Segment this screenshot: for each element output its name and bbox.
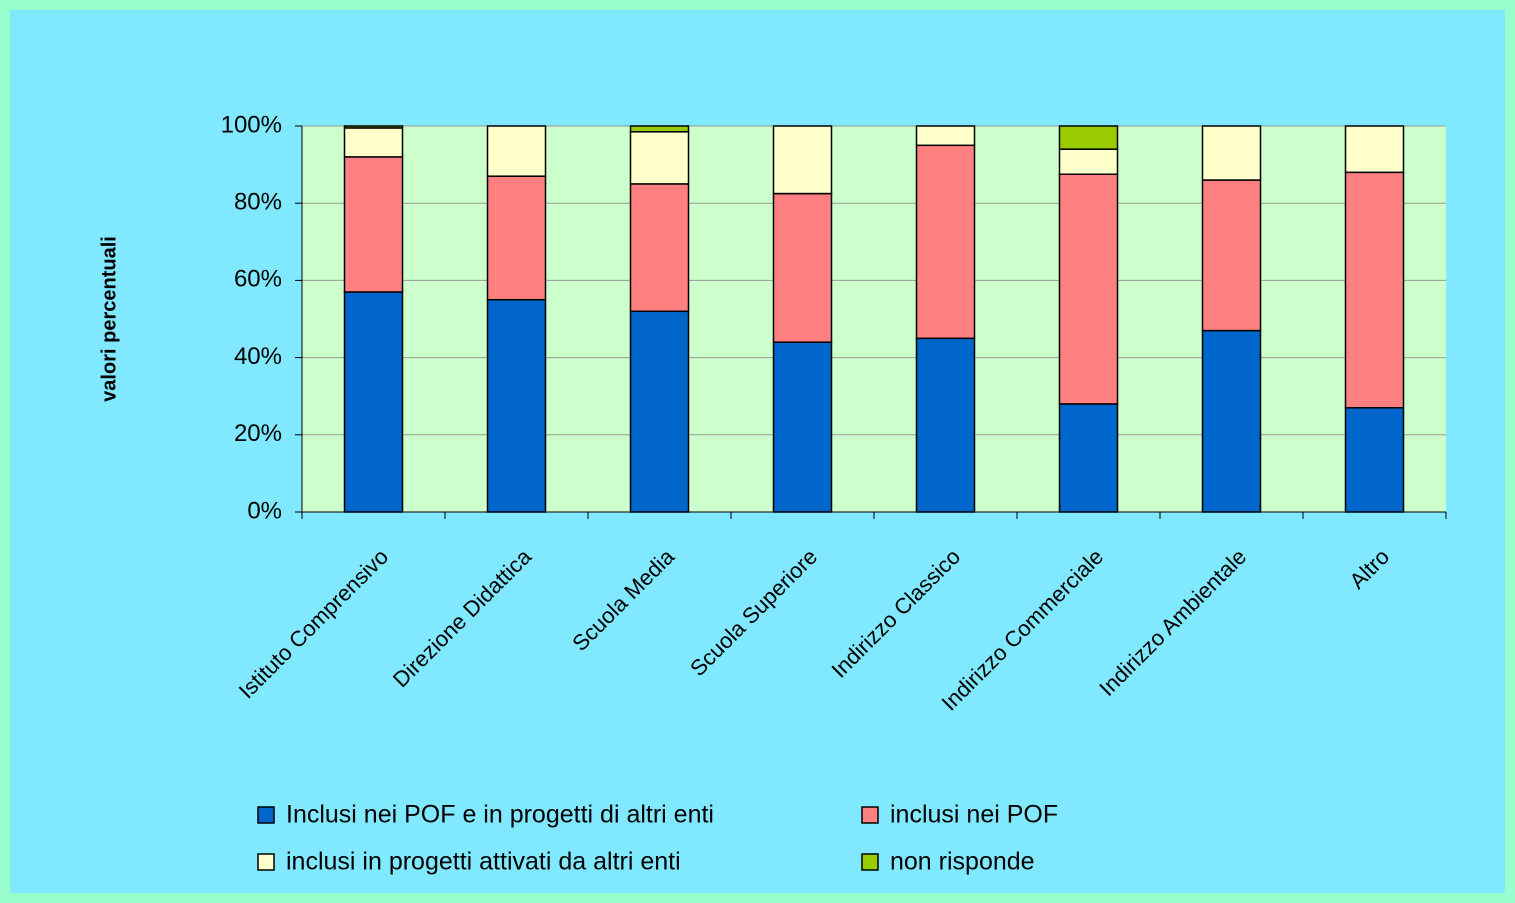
legend-swatch — [861, 853, 879, 871]
bar-segment — [1058, 173, 1119, 405]
bar-segment — [1201, 125, 1262, 181]
y-tick-label: 20% — [234, 420, 282, 447]
bar-segment — [629, 131, 690, 185]
bar-segment — [1201, 329, 1262, 513]
bar-segment — [772, 125, 833, 195]
bar-segment — [486, 298, 547, 513]
bar-segment — [772, 341, 833, 513]
y-tick-label: 40% — [234, 343, 282, 370]
bar-segment — [343, 291, 404, 513]
bar-segment — [1344, 125, 1405, 174]
y-axis-label: valori percentuali — [98, 236, 120, 402]
bar-segment — [772, 192, 833, 343]
bar-segment — [915, 144, 976, 340]
legend-label: inclusi in progetti attivati da altri en… — [286, 848, 681, 876]
bar-segment — [629, 183, 690, 313]
y-tick-label: 0% — [247, 497, 282, 524]
bar-segment — [1058, 148, 1119, 176]
bar-segment — [629, 310, 690, 513]
bar-segment — [1201, 179, 1262, 332]
bar-segment — [1058, 125, 1119, 150]
legend-swatch — [257, 806, 275, 824]
bar-segment — [343, 125, 404, 129]
legend-label: inclusi nei POF — [890, 801, 1058, 829]
bar-segment — [486, 125, 547, 177]
y-tick-label: 100% — [221, 111, 282, 138]
bar-segment — [1344, 407, 1405, 513]
legend-swatch — [861, 806, 879, 824]
bar-segment — [343, 127, 404, 158]
bar-segment — [629, 125, 690, 133]
legend-label: non risponde — [890, 848, 1035, 876]
bar-segment — [1058, 403, 1119, 513]
legend-swatch — [257, 853, 275, 871]
y-tick-label: 60% — [234, 266, 282, 293]
y-tick-label: 80% — [234, 189, 282, 216]
bar-segment — [915, 125, 976, 147]
plot-area — [302, 126, 1446, 512]
legend-label: Inclusi nei POF e in progetti di altri e… — [286, 801, 714, 829]
bar-segment — [343, 156, 404, 293]
bar-segment — [915, 337, 976, 513]
bar-segment — [1344, 171, 1405, 409]
bar-segment — [486, 175, 547, 301]
